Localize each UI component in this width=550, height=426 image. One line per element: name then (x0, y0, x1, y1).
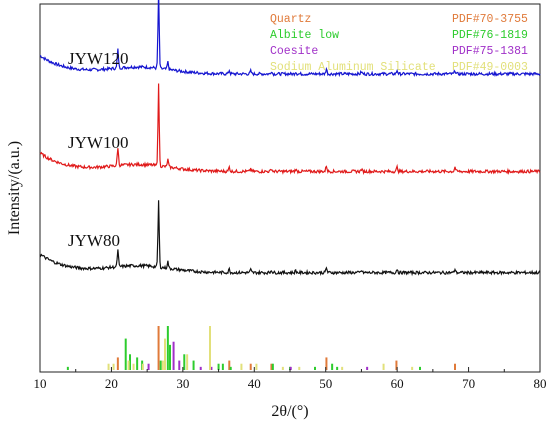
x-tick-label: 80 (534, 376, 547, 391)
legend-pdf: PDF#75-1381 (452, 45, 528, 58)
y-axis-title: Intensity/(a.u.) (6, 141, 23, 235)
legend-name: Albite low (270, 29, 339, 42)
x-tick-label: 50 (319, 376, 332, 391)
sample-label-jyw120: JYW120 (68, 49, 128, 68)
x-tick-label: 20 (105, 376, 118, 391)
legend-name: Quartz (270, 13, 311, 26)
x-tick-label: 40 (248, 376, 261, 391)
sample-label-jyw80: JYW80 (68, 231, 120, 250)
x-tick-label: 70 (462, 376, 475, 391)
sample-label-jyw100: JYW100 (68, 133, 128, 152)
legend-pdf: PDF#76-1819 (452, 29, 528, 42)
legend-name: Sodium Aluminum Silicate (270, 61, 436, 74)
series-line-jyw100 (39, 83, 541, 176)
legend-pdf: PDF#70-3755 (452, 13, 528, 26)
x-axis-title: 2θ/(°) (271, 403, 308, 420)
x-tick-label: 60 (391, 376, 404, 391)
series-line-jyw80 (39, 200, 541, 277)
x-tick-label: 10 (34, 376, 47, 391)
x-tick-label: 30 (176, 376, 189, 391)
legend-name: Coesite (270, 45, 318, 58)
legend-pdf: PDF#49-0003 (452, 61, 528, 74)
series-line-jyw120 (39, 0, 541, 78)
